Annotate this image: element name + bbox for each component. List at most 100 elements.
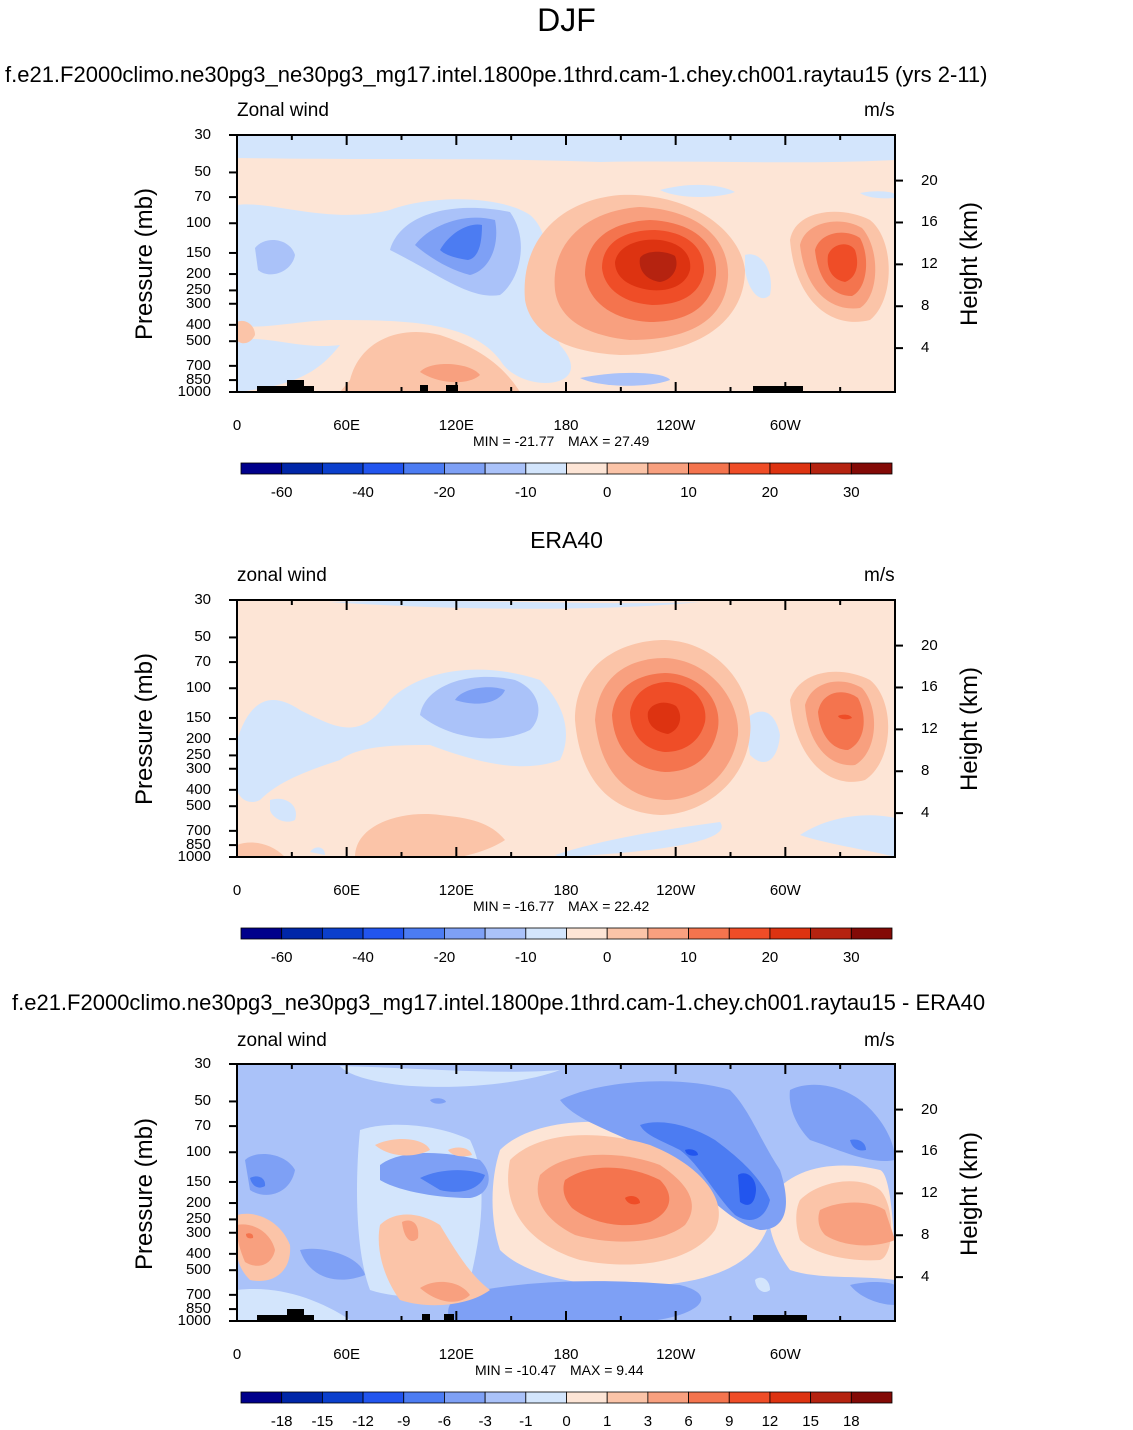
- pressure-tick-label: 850: [185, 1300, 211, 1318]
- colorbar-box: [362, 1391, 405, 1404]
- pressure-tick-label: 50: [194, 163, 211, 181]
- colorbar-label: 0: [562, 1413, 571, 1430]
- colorbar-label: 1: [603, 1413, 612, 1430]
- x-tick-label: 60W: [769, 882, 801, 899]
- colorbar-box: [240, 1391, 283, 1404]
- colorbar-label: -40: [352, 949, 374, 966]
- pressure-tick-label: 50: [194, 1092, 211, 1110]
- colorbar-label: -3: [478, 1413, 492, 1430]
- panel-3-min: MIN = -10.47: [475, 1362, 557, 1378]
- colorbar-box: [281, 927, 323, 940]
- panel-1-contours: [237, 135, 895, 392]
- panel-2-max: MAX = 22.42: [568, 898, 650, 914]
- colorbar-label: 20: [761, 949, 779, 966]
- pressure-tick-label: 400: [185, 1244, 211, 1262]
- colorbar-label: 10: [680, 484, 697, 501]
- x-tick-label: 0: [232, 417, 242, 434]
- colorbar-label: -12: [352, 1413, 374, 1430]
- pressure-tick-label: 30: [194, 591, 211, 608]
- colorbar-box: [281, 462, 323, 475]
- colorbar-label: -6: [437, 1413, 452, 1430]
- pressure-tick-label: 250: [185, 1210, 211, 1228]
- colorbar-label: 30: [842, 484, 860, 501]
- colorbar-box: [647, 1391, 689, 1404]
- pressure-tick-label: 50: [194, 628, 211, 646]
- height-tick-label: 8: [921, 297, 930, 315]
- colorbar-box: [810, 927, 852, 940]
- colorbars: [240, 462, 893, 1404]
- colorbar-label: 30: [842, 949, 860, 966]
- colorbar-box: [566, 927, 608, 940]
- colorbar-label: -60: [270, 949, 293, 966]
- colorbar-label: 3: [643, 1413, 653, 1430]
- colorbar-label: -15: [311, 1413, 334, 1430]
- colorbar-box: [525, 1391, 567, 1404]
- pressure-tick-label: 70: [194, 1117, 211, 1135]
- pressure-tick-label: 850: [185, 371, 211, 389]
- pressure-tick-label: 1000: [177, 848, 211, 865]
- colorbar-box: [484, 1391, 527, 1404]
- x-tick-label: 60W: [769, 1346, 801, 1363]
- colorbar-label: -40: [352, 484, 374, 501]
- colorbar-label: 12: [761, 1413, 779, 1430]
- pressure-tick-label: 70: [194, 653, 211, 671]
- colorbar-box: [606, 462, 649, 475]
- figure-title: DJF: [537, 2, 596, 38]
- panel-2-ylabel-right: Height (km): [956, 666, 983, 792]
- panel-2-title: ERA40: [530, 527, 603, 553]
- colorbar-label: 18: [842, 1413, 860, 1430]
- colorbar-box: [484, 462, 527, 475]
- pressure-tick-label: 100: [185, 214, 211, 232]
- pressure-tick-label: 400: [185, 780, 211, 798]
- pressure-tick-label: 100: [185, 679, 211, 697]
- colorbar-label: 6: [684, 1413, 693, 1430]
- colorbar-box: [769, 462, 812, 475]
- panel-2-contours: [237, 600, 895, 857]
- pressure-tick-label: 150: [185, 1172, 211, 1190]
- colorbar-box: [769, 927, 812, 940]
- colorbar-box: [566, 1391, 608, 1404]
- colorbar-label: -18: [270, 1413, 293, 1430]
- x-tick-label: 60E: [333, 1346, 360, 1363]
- panel-1-title: f.e21.F2000climo.ne30pg3_ne30pg3_mg17.in…: [5, 62, 988, 87]
- colorbar-label: -10: [514, 949, 537, 966]
- pressure-tick-label: 200: [185, 730, 211, 748]
- height-tick-label: 12: [921, 255, 938, 273]
- x-tick-label: 60E: [333, 417, 360, 434]
- panel-1-min: MIN = -21.77: [473, 433, 555, 449]
- colorbar-box: [321, 927, 364, 940]
- colorbar-box: [240, 927, 283, 940]
- colorbar-label: 15: [802, 1413, 819, 1430]
- colorbar-box: [688, 462, 730, 475]
- colorbar-box: [810, 1391, 852, 1404]
- colorbar-box: [647, 927, 689, 940]
- pressure-tick-label: 30: [194, 1055, 211, 1072]
- colorbar-box: [688, 1391, 730, 1404]
- x-tick-label: 60E: [333, 882, 360, 899]
- colorbar-box: [728, 462, 771, 475]
- colorbar-box: [525, 462, 567, 475]
- x-tick-label: 120E: [438, 417, 474, 434]
- colorbar-box: [647, 462, 689, 475]
- colorbar-box: [403, 462, 445, 475]
- colorbar-box: [444, 927, 486, 940]
- panel-3-max: MAX = 9.44: [570, 1362, 644, 1378]
- height-tick-label: 16: [921, 1142, 938, 1160]
- colorbar-label: -10: [514, 484, 537, 501]
- colorbar-box: [606, 927, 649, 940]
- pressure-tick-label: 500: [185, 1261, 211, 1279]
- panel-2-units-label: m/s: [864, 565, 895, 586]
- pressure-tick-label: 200: [185, 265, 211, 283]
- colorbar-label: -9: [397, 1413, 411, 1430]
- pressure-tick-label: 150: [185, 708, 211, 726]
- pressure-tick-label: 700: [185, 356, 211, 374]
- x-tick-label: 120E: [438, 882, 474, 899]
- colorbar-box: [688, 927, 730, 940]
- x-tick-label: 0: [232, 1346, 242, 1363]
- height-tick-label: 4: [921, 804, 930, 822]
- colorbar-label: 9: [725, 1413, 734, 1430]
- colorbar-label: 0: [603, 949, 612, 966]
- axis-ticks: [229, 134, 903, 1322]
- colorbar-box: [321, 462, 364, 475]
- colorbar-box: [810, 462, 852, 475]
